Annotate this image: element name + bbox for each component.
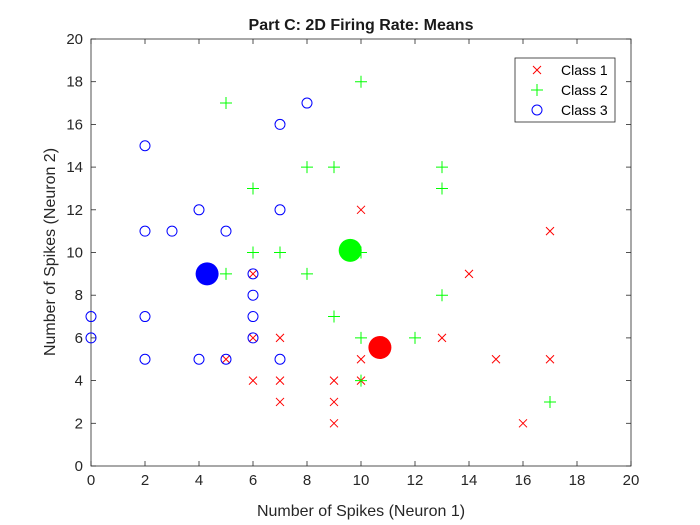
data-point bbox=[491, 354, 501, 364]
y-tick-label: 6 bbox=[75, 330, 83, 347]
x-tick-label: 20 bbox=[623, 472, 640, 489]
y-tick-label: 16 bbox=[66, 116, 83, 133]
x-tick-label: 0 bbox=[87, 472, 95, 489]
x-tick-label: 16 bbox=[515, 472, 532, 489]
data-point bbox=[355, 75, 367, 88]
data-point bbox=[220, 225, 232, 237]
data-point bbox=[247, 246, 259, 259]
data-point bbox=[436, 161, 448, 174]
legend-label: Class 2 bbox=[561, 82, 608, 98]
legend-label: Class 3 bbox=[561, 102, 608, 118]
data-point bbox=[274, 118, 286, 130]
data-point bbox=[139, 140, 151, 152]
y-tick-label: 10 bbox=[66, 245, 83, 262]
legend-label: Class 1 bbox=[561, 62, 608, 78]
x-tick-label: 18 bbox=[569, 472, 586, 489]
data-point bbox=[275, 397, 285, 407]
data-point bbox=[220, 353, 232, 365]
data-point bbox=[355, 374, 367, 387]
data-point bbox=[545, 354, 555, 364]
y-tick-label: 18 bbox=[66, 74, 83, 91]
data-point bbox=[274, 204, 286, 216]
data-point bbox=[220, 267, 232, 280]
legend-marker bbox=[532, 65, 542, 75]
data-point bbox=[409, 331, 421, 344]
x-tick-label: 4 bbox=[195, 472, 203, 489]
data-point bbox=[275, 333, 285, 343]
legend: Class 1 Class 2 Class 3 bbox=[514, 57, 616, 123]
data-point bbox=[85, 311, 97, 323]
y-tick-label: 0 bbox=[75, 458, 83, 475]
data-point bbox=[275, 376, 285, 385]
data-point bbox=[247, 289, 259, 301]
class-mean-marker bbox=[338, 238, 362, 262]
x-tick-label: 14 bbox=[461, 472, 478, 489]
class-mean-marker bbox=[195, 262, 219, 286]
data-point bbox=[329, 418, 339, 428]
data-point bbox=[248, 376, 258, 385]
data-point bbox=[85, 332, 97, 344]
x-tick-label: 2 bbox=[141, 472, 149, 489]
x-tick-label: 6 bbox=[249, 472, 257, 489]
data-point bbox=[355, 331, 367, 344]
data-point bbox=[193, 353, 205, 365]
data-point bbox=[247, 332, 259, 344]
chart-title: Part C: 2D Firing Rate: Means bbox=[249, 17, 474, 34]
x-axis-label: Number of Spikes (Neuron 1) bbox=[257, 503, 465, 520]
y-axis-label: Number of Spikes (Neuron 2) bbox=[42, 148, 59, 356]
data-point bbox=[139, 225, 151, 237]
y-tick-label: 12 bbox=[66, 202, 83, 219]
y-tick-label: 4 bbox=[75, 373, 83, 390]
data-point bbox=[247, 182, 259, 195]
legend-marker bbox=[531, 84, 543, 96]
data-point bbox=[301, 161, 313, 174]
data-point bbox=[356, 205, 366, 215]
data-point bbox=[329, 376, 339, 385]
y-tick-label: 2 bbox=[75, 415, 83, 432]
data-point bbox=[166, 225, 178, 237]
data-point bbox=[436, 289, 448, 302]
data-point bbox=[247, 311, 259, 323]
class-mean-marker bbox=[368, 336, 392, 360]
data-point bbox=[248, 269, 258, 279]
y-tick-label: 8 bbox=[75, 287, 83, 304]
data-point bbox=[329, 397, 339, 407]
data-point bbox=[139, 353, 151, 365]
data-point bbox=[437, 333, 447, 343]
data-point bbox=[301, 267, 313, 280]
data-point bbox=[193, 204, 205, 216]
series-3 bbox=[85, 97, 313, 365]
y-tick-label: 20 bbox=[66, 31, 83, 48]
x-tick-label: 10 bbox=[353, 472, 370, 489]
data-point bbox=[274, 353, 286, 365]
data-point bbox=[301, 97, 313, 109]
series-1 bbox=[221, 205, 555, 428]
data-point bbox=[139, 311, 151, 323]
x-tick-label: 12 bbox=[407, 472, 424, 489]
data-point bbox=[247, 268, 259, 280]
data-point bbox=[221, 354, 231, 364]
y-tick-label: 14 bbox=[66, 159, 83, 176]
legend-marker bbox=[531, 104, 543, 116]
data-point bbox=[356, 354, 366, 364]
data-point bbox=[248, 333, 258, 343]
data-point bbox=[436, 182, 448, 195]
data-point bbox=[328, 310, 340, 323]
series-2 bbox=[220, 75, 556, 408]
data-point bbox=[274, 246, 286, 259]
x-tick-label: 8 bbox=[303, 472, 311, 489]
data-point bbox=[544, 395, 556, 408]
data-point bbox=[545, 226, 555, 236]
data-point bbox=[328, 161, 340, 174]
data-point bbox=[220, 97, 232, 110]
data-point bbox=[464, 269, 474, 279]
data-point bbox=[518, 418, 528, 428]
